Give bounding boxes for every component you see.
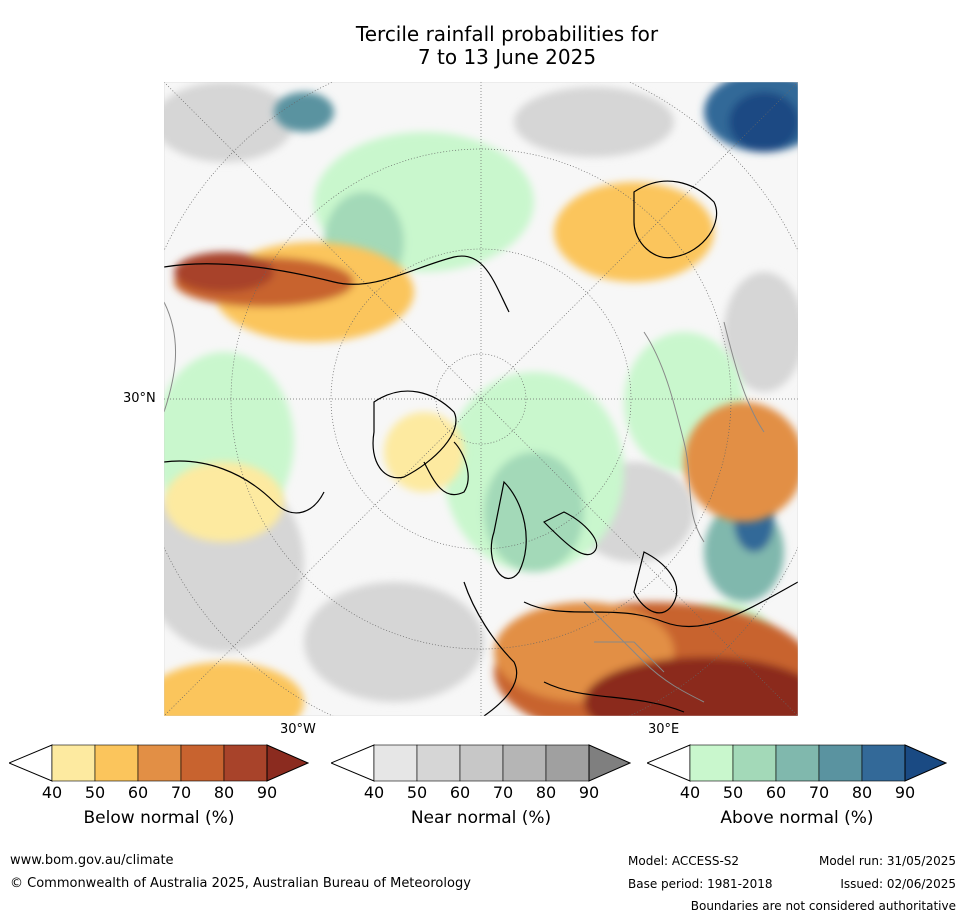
- footer-disclaimer: Boundaries are not considered authoritat…: [690, 899, 956, 913]
- footer-model: Model: ACCESS-S2: [628, 854, 740, 868]
- tick: 60: [449, 783, 471, 802]
- tick: 90: [894, 783, 916, 802]
- tick: 80: [535, 783, 557, 802]
- tick: 60: [765, 783, 787, 802]
- legend-bar-below: [9, 744, 309, 782]
- legend-above-swatch-6: [904, 744, 947, 782]
- lon-label-30w: 30°W: [280, 722, 316, 737]
- tick: 70: [808, 783, 830, 802]
- legend-below-swatch-5: [223, 744, 268, 782]
- legend-near-swatch-3: [459, 744, 504, 782]
- tick: 70: [492, 783, 514, 802]
- legend-above-swatch-0: [647, 744, 691, 782]
- tick: 40: [679, 783, 701, 802]
- legend-bar-near: [331, 744, 631, 782]
- legend-below-swatch-1: [51, 744, 96, 782]
- tick: 40: [41, 783, 63, 802]
- coastlines: [164, 180, 798, 716]
- below-normal-region: [164, 182, 798, 716]
- legend-title-above: Above normal (%): [720, 808, 874, 828]
- lon-label-30e: 30°E: [648, 722, 680, 737]
- legend-above-swatch-1: [689, 744, 734, 782]
- legend-above-swatch-3: [775, 744, 820, 782]
- tick: 80: [213, 783, 235, 802]
- map-title-line1: Tercile rainfall probabilities for: [355, 22, 659, 46]
- legend-title-near: Near normal (%): [410, 808, 552, 828]
- national-boundaries: [164, 301, 765, 703]
- tick: 70: [170, 783, 192, 802]
- tick: 40: [363, 783, 385, 802]
- footer-copyright: © Commonwealth of Australia 2025, Austra…: [10, 876, 471, 891]
- tick: 90: [578, 783, 600, 802]
- legend-title-below: Below normal (%): [83, 808, 235, 828]
- tick: 50: [722, 783, 744, 802]
- legend-near-swatch-4: [502, 744, 547, 782]
- legend-bar-above: [647, 744, 947, 782]
- legend-near-swatch-1: [373, 744, 418, 782]
- legend-near-swatch-0: [331, 744, 375, 782]
- tick: 50: [84, 783, 106, 802]
- tick: 90: [256, 783, 278, 802]
- legend-below-swatch-4: [180, 744, 225, 782]
- footer-issued: Issued: 02/06/2025: [840, 877, 956, 891]
- footer-base-period: Base period: 1981-2018: [628, 877, 773, 891]
- legend-above-swatch-2: [732, 744, 777, 782]
- probability-map: [164, 82, 798, 716]
- legend-above-swatch-4: [818, 744, 863, 782]
- footer-model-run: Model run: 31/05/2025: [818, 854, 956, 868]
- lat-label-30n: 30°N: [123, 391, 156, 406]
- tick: 60: [127, 783, 149, 802]
- legend-below-swatch-0: [9, 744, 53, 782]
- legend-near-swatch-6: [588, 744, 631, 782]
- legend-below-swatch-2: [94, 744, 139, 782]
- graticule: [164, 82, 798, 716]
- map-title-line2: 7 to 13 June 2025: [417, 45, 597, 69]
- legend-below-swatch-6: [266, 744, 309, 782]
- legend-near-swatch-5: [545, 744, 590, 782]
- tick: 80: [851, 783, 873, 802]
- tick: 50: [406, 783, 428, 802]
- legend-above-swatch-5: [861, 744, 906, 782]
- footer-url[interactable]: www.bom.gov.au/climate: [10, 853, 174, 868]
- legend-near-swatch-2: [416, 744, 461, 782]
- legend-below-swatch-3: [137, 744, 182, 782]
